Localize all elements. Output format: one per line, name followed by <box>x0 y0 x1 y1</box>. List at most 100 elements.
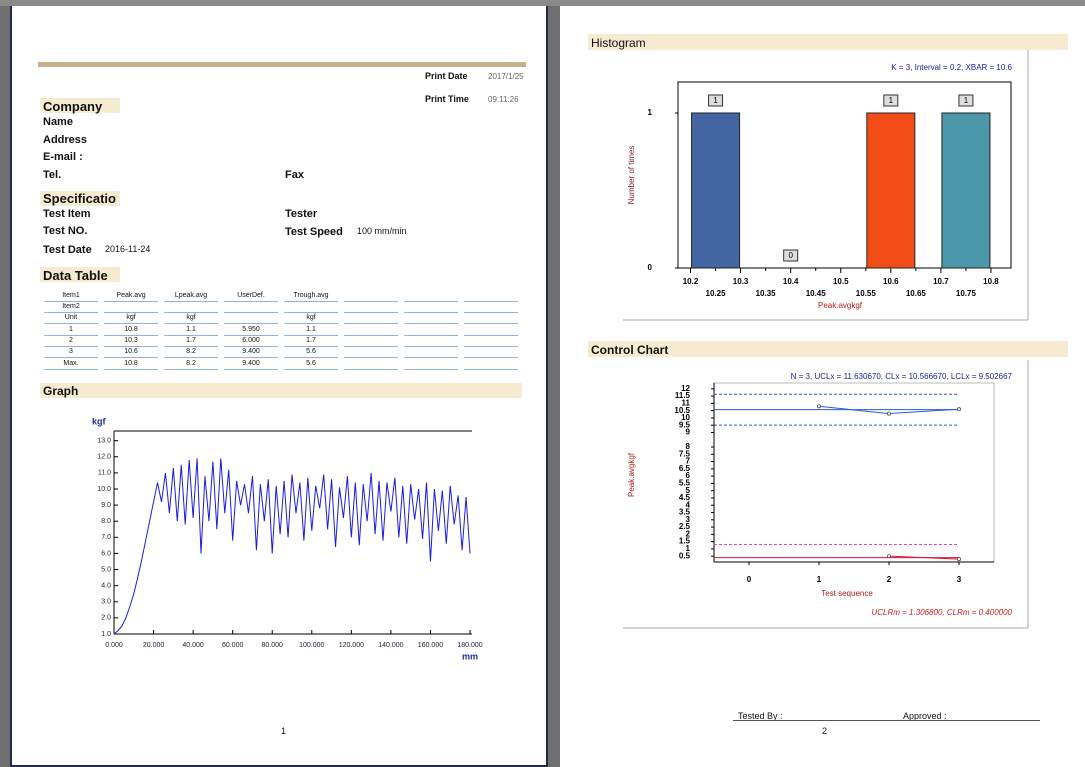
y-tick-label: 8 <box>686 442 691 451</box>
row-line <box>104 323 158 324</box>
print-date: 2017/1/25 <box>488 72 524 81</box>
page-number: 1 <box>281 726 287 736</box>
x-tick-label: 10.3 <box>733 277 749 286</box>
row-line <box>404 323 458 324</box>
bar <box>941 112 991 269</box>
y-tick-label: 9 <box>686 428 691 437</box>
y-tick-label: 11 <box>682 398 691 407</box>
force-curve <box>113 458 471 635</box>
x-tick-label: 40.000 <box>182 642 204 649</box>
y-tick-label: 7.5 <box>679 449 691 458</box>
table-cell: Peak.avg <box>116 292 146 299</box>
table-cell: 9.400 <box>242 360 260 367</box>
row-line <box>284 312 338 313</box>
row-line <box>44 335 98 336</box>
annotation: K = 3, Interval = 0.2, XBAR = 10.6 <box>891 63 1012 72</box>
row-line <box>224 357 278 358</box>
row-line <box>404 312 458 313</box>
section-strip <box>588 34 1068 50</box>
x-tick-label: 10.4 <box>783 277 799 286</box>
x-tick-label: 10.5 <box>833 277 849 286</box>
graph: kgf mm 1.0 2.0 3.0 4.0 5.0 6.0 7.0 8.0 9.0 10.0 11.0… <box>92 416 483 661</box>
y-tick-label: 3.0 <box>101 599 111 606</box>
y-tick-label: 10 <box>681 413 690 422</box>
page-number: 2 <box>822 726 828 736</box>
x-tick-label: 140.000 <box>378 642 403 649</box>
field-label: Test Item <box>43 208 91 220</box>
value-box <box>783 249 799 262</box>
x-tick-label: 0.000 <box>105 642 123 649</box>
x-tick-label: 10.35 <box>756 289 777 298</box>
row-line <box>464 312 518 313</box>
signature-line <box>733 720 1040 721</box>
row-line <box>164 312 218 313</box>
y-tick-label: 10.0 <box>97 486 111 493</box>
y-tick-label: 2 <box>686 529 691 538</box>
field-label: Address <box>43 134 88 146</box>
x-tick-label: 1 <box>817 575 822 584</box>
row-line <box>224 312 278 313</box>
section-title: Data Table <box>43 268 108 283</box>
print-time-label: Print Time <box>425 94 469 104</box>
row-line <box>344 301 398 302</box>
table-cell: 8.2 <box>186 348 196 355</box>
y-tick-label: 9.5 <box>679 420 691 429</box>
table-cell: 1.1 <box>186 326 196 333</box>
x-tick-label: 10.2 <box>683 277 699 286</box>
value-box <box>883 94 899 107</box>
section-strip <box>40 267 120 282</box>
row-line <box>224 301 278 302</box>
table-cell: Lpeak.avg <box>174 292 208 299</box>
y-tick-label: 6.0 <box>101 550 111 557</box>
axis-label: kgf <box>92 416 107 426</box>
row-line <box>104 369 158 370</box>
row-line <box>164 346 218 347</box>
series-line <box>888 555 960 560</box>
table-cell: Trough.avg <box>293 292 329 299</box>
x-tick-label: 120.000 <box>339 642 364 649</box>
row-line <box>284 301 338 302</box>
y-tick-label: 2.0 <box>101 615 111 622</box>
y-tick-label: 8.0 <box>101 518 111 525</box>
y-tick-label: 10.5 <box>674 406 690 415</box>
y-tick-label: 1.5 <box>679 537 691 546</box>
row-line <box>284 369 338 370</box>
y-tick-label: 4 <box>686 500 691 509</box>
table-cell: UserDef. <box>237 292 265 299</box>
table-cell: 10.3 <box>124 337 138 344</box>
print-date-label: Print Date <box>425 71 468 81</box>
row-line <box>44 312 98 313</box>
row-line <box>164 301 218 302</box>
table-cell: 10.8 <box>124 326 138 333</box>
point <box>887 411 891 416</box>
x-tick-label: 10.75 <box>956 289 977 298</box>
row-line <box>284 357 338 358</box>
field-label: E-mail : <box>43 151 83 163</box>
field-label: Tel. <box>43 169 62 181</box>
row-line <box>404 369 458 370</box>
y-tick-label: 4.0 <box>101 583 111 590</box>
value-label: 1 <box>889 96 894 105</box>
field-label: Name <box>43 116 73 128</box>
row-line <box>224 323 278 324</box>
table-cell: 10.8 <box>124 360 138 367</box>
row-line <box>344 312 398 313</box>
row-line <box>464 357 518 358</box>
table-cell: Item1 <box>62 292 80 299</box>
x-tick-label: 10.8 <box>983 277 999 286</box>
row-line <box>464 346 518 347</box>
row-line <box>404 346 458 347</box>
row-line <box>284 346 338 347</box>
y-tick-label: 0.5 <box>679 551 691 560</box>
x-tick-label: 160.000 <box>418 642 443 649</box>
table-cell: 9.400 <box>242 348 260 355</box>
row-line <box>464 335 518 336</box>
row-line <box>284 323 338 324</box>
bar <box>691 112 741 269</box>
value-label: 1 <box>713 96 718 105</box>
tested-by: Tested By : <box>738 711 783 721</box>
row-line <box>404 301 458 302</box>
field-label: Fax <box>285 169 304 181</box>
section-title: Graph <box>43 384 79 398</box>
section-title: Specificatio <box>43 191 116 206</box>
